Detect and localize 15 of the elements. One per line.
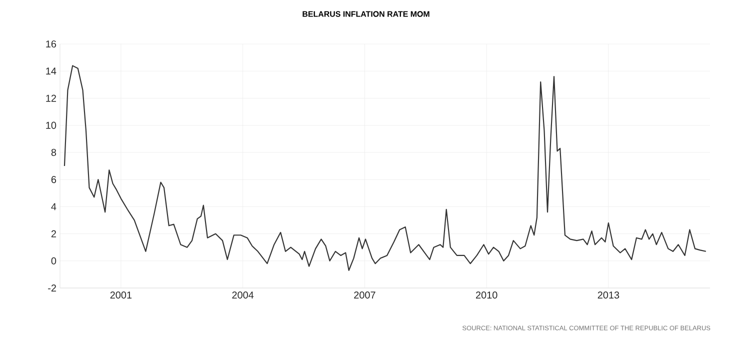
y-tick-label: 8 (51, 148, 56, 156)
y-tick-label: 2 (51, 230, 56, 238)
y-tick-label: -2 (48, 284, 56, 292)
x-tick-label: 2007 (354, 292, 376, 299)
y-tick-label: 16 (46, 40, 56, 48)
y-tick-label: 4 (51, 203, 56, 210)
x-tick-label: 2004 (232, 292, 254, 299)
x-tick-label: 2013 (598, 292, 620, 299)
x-tick-label: 2010 (476, 292, 498, 299)
x-tick-label: 2001 (110, 292, 132, 299)
y-tick-label: 10 (46, 122, 56, 129)
y-tick-label: 14 (46, 68, 56, 75)
y-tick-label: 0 (51, 257, 56, 264)
y-tick-label: 6 (51, 176, 56, 184)
y-tick-label: 12 (46, 94, 56, 102)
